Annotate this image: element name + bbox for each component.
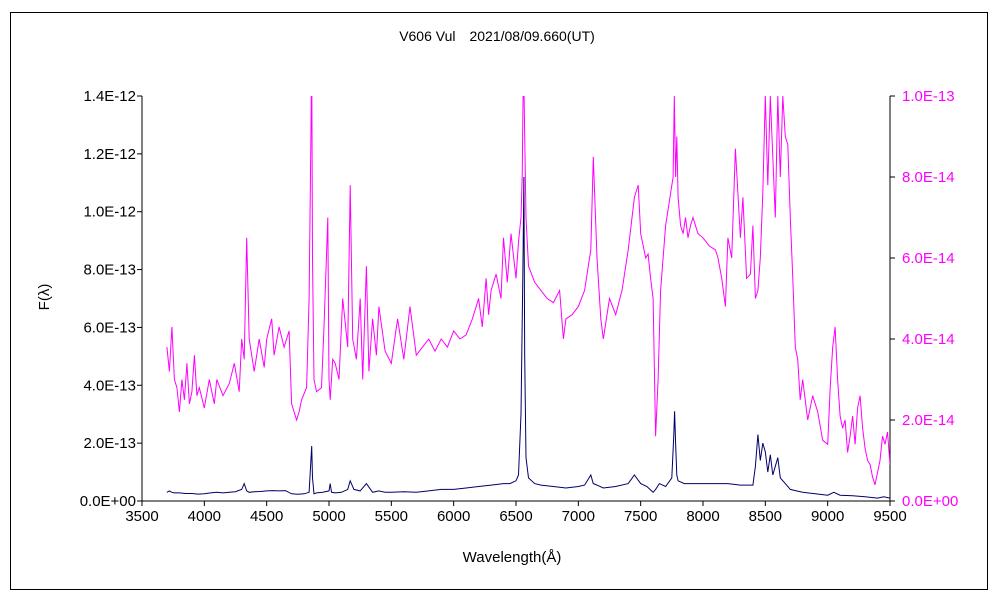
y-tick-label: 6.0E-13 bbox=[83, 319, 136, 336]
y-tick-label: 8.0E-13 bbox=[83, 262, 136, 279]
plot-area: 3500 4000 4500 5000 5500 6000 6500 7000 7500 8000… bbox=[80, 88, 959, 525]
y2-tick-label: 6.0E-14 bbox=[902, 250, 955, 267]
y2-tick-label: 4.0E-14 bbox=[902, 331, 955, 348]
y2-tick-label: 0.0E+00 bbox=[902, 493, 958, 510]
x-tick-label: 4000 bbox=[188, 508, 221, 525]
x-tick-label: 7000 bbox=[562, 508, 595, 525]
y2-tick-label: 2.0E-14 bbox=[902, 412, 955, 429]
x-tick-label: 8000 bbox=[686, 508, 719, 525]
x-tick-label: 3500 bbox=[125, 508, 158, 525]
x-tick-label: 4500 bbox=[250, 508, 283, 525]
chart-frame bbox=[10, 12, 988, 590]
x-tick-label: 9500 bbox=[873, 508, 906, 525]
series-line-left bbox=[166, 176, 890, 499]
x-axis-title: Wavelength(Å) bbox=[463, 549, 562, 566]
y-tick-label: 1.2E-12 bbox=[83, 146, 136, 163]
y-tick-label: 0.0E+00 bbox=[80, 493, 136, 510]
x-tick-label: 9000 bbox=[811, 508, 844, 525]
y-tick-label: 4.0E-13 bbox=[83, 377, 136, 394]
x-tick-label: 5000 bbox=[312, 508, 345, 525]
y2-tick-label: 8.0E-14 bbox=[902, 169, 955, 186]
y-tick-label: 1.0E-12 bbox=[83, 204, 136, 221]
x-tick-label: 5500 bbox=[375, 508, 408, 525]
x-tick-label: 6500 bbox=[499, 508, 532, 525]
x-tick-label: 7500 bbox=[624, 508, 657, 525]
x-tick-label: 8500 bbox=[749, 508, 782, 525]
x-tick-label: 6000 bbox=[437, 508, 470, 525]
y-tick-label: 2.0E-13 bbox=[83, 435, 136, 452]
y-tick-label: 1.4E-12 bbox=[83, 88, 136, 105]
chart-title: V606 Vul 2021/08/09.660(UT) bbox=[399, 28, 595, 44]
y2-tick-label: 1.0E-13 bbox=[902, 88, 955, 105]
y-axis-title: F(λ) bbox=[36, 284, 53, 311]
series-line-right bbox=[166, 96, 890, 485]
